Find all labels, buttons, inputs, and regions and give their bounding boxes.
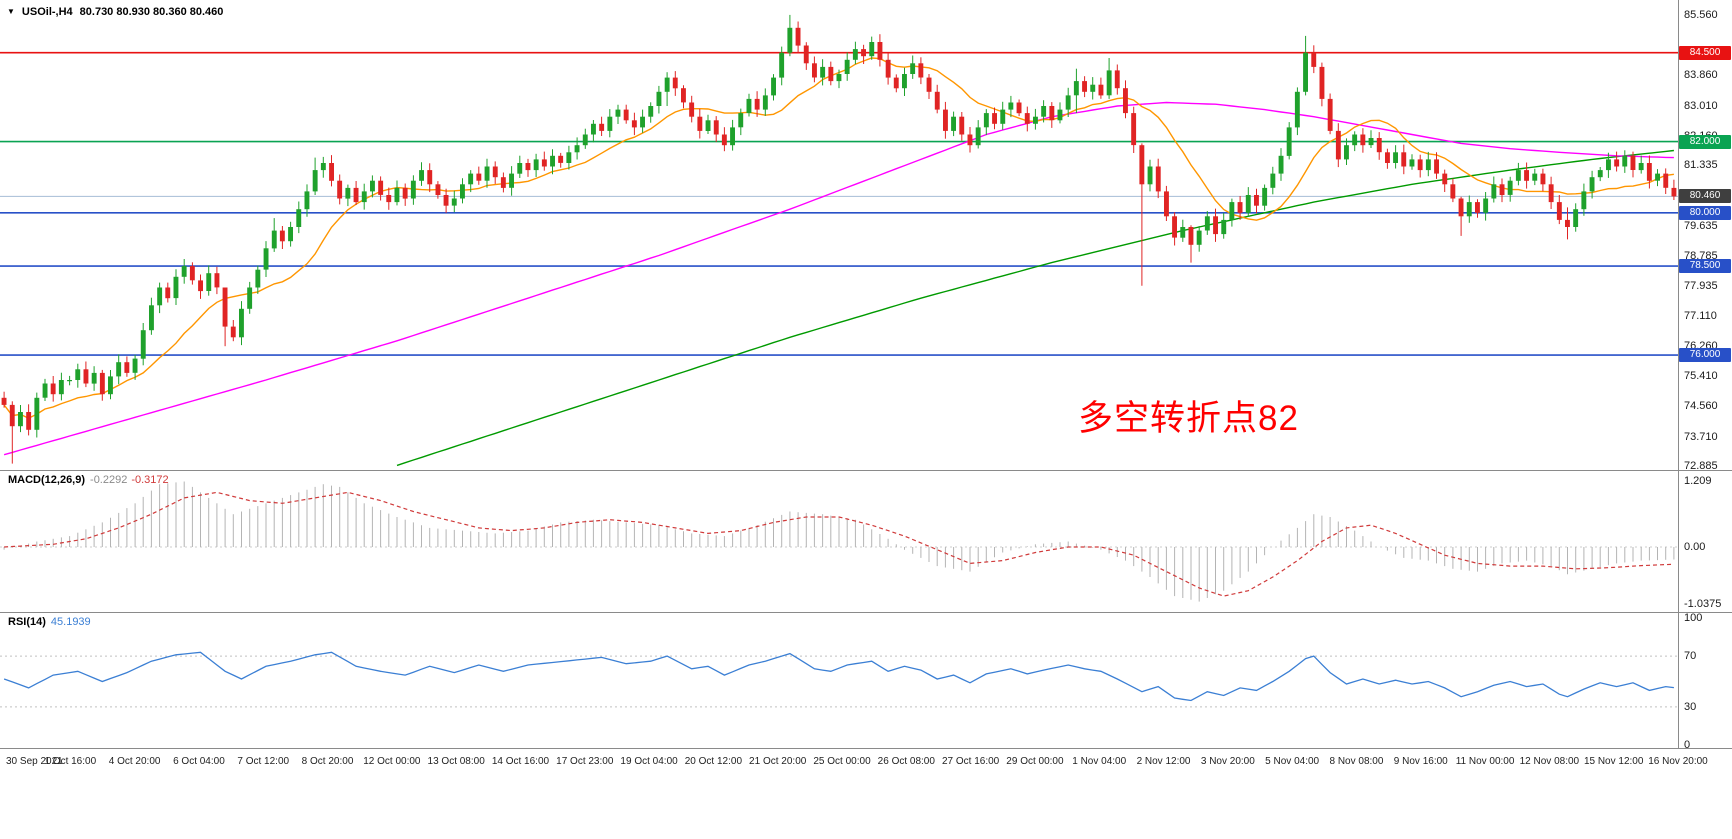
price-badge: 80.460 <box>1679 189 1731 204</box>
macd-main-value: -0.2292 <box>90 474 128 486</box>
candles-layer <box>1 14 1677 464</box>
date-label: 15 Nov 12:00 <box>1583 756 1644 767</box>
date-label: 9 Nov 16:00 <box>1393 756 1448 767</box>
macd-scale-label: 1.209 <box>1684 474 1712 487</box>
annotation-text-object[interactable]: 多空转折点82 <box>1078 399 1299 438</box>
date-label: 12 Oct 00:00 <box>363 756 421 767</box>
panel-separator-rsi[interactable] <box>0 612 1732 613</box>
macd-indicator-label: MACD(12,26,9) -0.2292 -0.3172 <box>8 474 169 486</box>
date-label: 30 Sep 2021 <box>6 756 63 767</box>
macd-scale-label: -1.0375 <box>1684 597 1722 610</box>
date-label: 20 Oct 12:00 <box>684 756 743 767</box>
macd-signal-value: -0.3172 <box>131 474 169 486</box>
macd-scale-label: 0.00 <box>1684 541 1706 553</box>
price-tick-label: 72.885 <box>1684 459 1718 472</box>
symbol-timeframe-label: USOil-,H4 <box>21 6 73 18</box>
price-tick-label: 83.860 <box>1684 69 1718 82</box>
price-tick-label: 77.110 <box>1684 309 1717 322</box>
rsi-indicator-label: RSI(14) 45.1939 <box>8 616 91 628</box>
date-label: 25 Oct 00:00 <box>813 756 871 767</box>
date-label: 11 Nov 00:00 <box>1455 756 1515 767</box>
date-label: 29 Oct 00:00 <box>1006 756 1064 767</box>
date-label: 1 Nov 04:00 <box>1072 756 1127 767</box>
date-label: 5 Nov 04:00 <box>1265 756 1320 767</box>
price-axis[interactable]: 85.56083.86083.01082.16081.33579.63578.7… <box>0 0 1732 780</box>
price-tick-label: 75.410 <box>1684 370 1718 383</box>
date-label: 6 Oct 04:00 <box>173 756 225 767</box>
chart-title: ▼ USOil-,H4 80.730 80.930 80.360 80.460 <box>7 6 223 18</box>
macd-histogram <box>3 481 1675 602</box>
price-badge: 84.500 <box>1679 45 1731 60</box>
price-tick-label: 74.560 <box>1684 400 1718 413</box>
date-label: 19 Oct 04:00 <box>620 756 678 767</box>
date-label: 3 Nov 20:00 <box>1200 756 1255 767</box>
price-tick-label: 85.560 <box>1684 8 1718 21</box>
panel-separator-macd[interactable] <box>0 470 1732 471</box>
date-label: 21 Oct 20:00 <box>749 756 807 767</box>
date-label: 7 Oct 12:00 <box>237 756 290 767</box>
date-label: 27 Oct 16:00 <box>941 756 1000 767</box>
rsi-scale-label: 0 <box>1684 739 1691 751</box>
price-badge: 80.000 <box>1679 205 1731 220</box>
date-label: 8 Oct 20:00 <box>301 756 354 767</box>
price-tick-label: 83.010 <box>1684 99 1718 112</box>
price-tick-label: 77.935 <box>1684 280 1718 293</box>
price-tick-label: 81.335 <box>1684 159 1718 172</box>
rsi-name: RSI(14) <box>8 616 46 628</box>
date-label: 1 Oct 16:00 <box>44 756 97 767</box>
horizontal-level-lines <box>0 51 1678 356</box>
time-axis[interactable]: 30 Sep 2021 1 Oct 16:00 4 Oct 20:00 6 Oct 0… <box>0 752 1732 774</box>
date-label: 14 Oct 16:00 <box>491 756 550 767</box>
ma-slow-line <box>396 149 1674 467</box>
macd-name: MACD(12,26,9) <box>8 474 86 486</box>
price-tick-label: 79.635 <box>1684 219 1718 232</box>
ma-mid-line <box>3 101 1674 456</box>
symbol-dropdown-icon[interactable]: ▼ <box>7 7 15 16</box>
ohlc-values: 80.730 80.930 80.360 80.460 <box>79 6 224 18</box>
price-badge: 78.500 <box>1679 259 1731 274</box>
date-label: 2 Nov 12:00 <box>1136 756 1191 767</box>
rsi-line <box>3 651 1674 702</box>
price-tick-label: 73.710 <box>1684 430 1718 443</box>
date-label: 8 Nov 08:00 <box>1329 756 1384 767</box>
macd-signal-line <box>4 491 1674 597</box>
rsi-scale-label: 70 <box>1684 650 1697 663</box>
date-label: 4 Oct 20:00 <box>108 756 161 767</box>
price-tick-label: 78.785 <box>1684 249 1718 262</box>
price-badge: 76.000 <box>1679 348 1731 363</box>
price-badge: 82.000 <box>1679 134 1731 149</box>
rsi-scale-label: 30 <box>1684 700 1697 713</box>
rsi-scale-label: 100 <box>1684 612 1703 624</box>
time-axis-separator <box>0 748 1732 749</box>
date-label: 17 Oct 23:00 <box>556 756 614 767</box>
date-label: 13 Oct 08:00 <box>427 756 485 767</box>
date-label: 26 Oct 08:00 <box>877 756 935 767</box>
price-axis-separator <box>1678 0 1679 748</box>
date-label: 16 Nov 20:00 <box>1648 756 1708 767</box>
date-label: 12 Nov 08:00 <box>1519 756 1580 767</box>
rsi-value: 45.1939 <box>50 616 91 628</box>
